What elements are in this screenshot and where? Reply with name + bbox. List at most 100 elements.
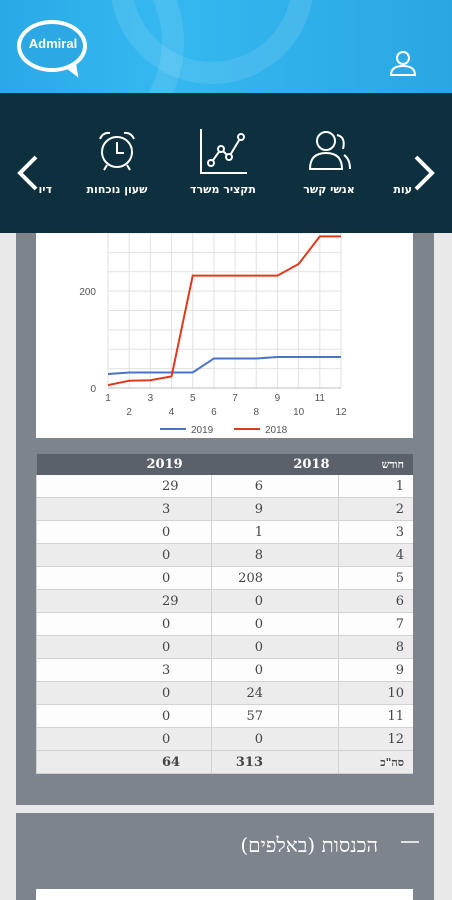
cell-month: 2: [338, 497, 413, 521]
contacts-icon: [308, 131, 351, 170]
cell-month: 6: [338, 589, 413, 613]
cell-2019: 3: [35, 658, 212, 682]
cell-month: 9: [338, 658, 413, 682]
cell-month: 10: [338, 681, 413, 705]
table-header-row: 2019 2018 חודש: [36, 454, 413, 475]
table-row: 29 6 1: [35, 475, 413, 498]
x-tick-label: 3: [148, 393, 154, 404]
chevron-right-icon[interactable]: [408, 153, 438, 193]
table-row: 0 0 12: [35, 727, 413, 751]
cell-month: 12: [338, 727, 413, 751]
cell-2019: 0: [35, 520, 212, 544]
nav-item-label: שעון נוכחות: [86, 183, 148, 196]
minus-icon[interactable]: [401, 841, 419, 843]
total-2019: 64: [35, 750, 212, 774]
chart-card: 0 200 1 3 5 7 9 11 2 4 6 8 10 12 2019 2018: [36, 232, 413, 438]
cell-2018: 0: [211, 612, 339, 636]
line-chart-icon: [200, 129, 247, 174]
income-title: הכנסות (באלפים): [240, 833, 378, 857]
x-tick-label: 2: [126, 407, 132, 418]
cell-2019: 29: [35, 589, 212, 613]
cell-2019: 0: [35, 635, 212, 659]
nav-item-office-summary[interactable]: תקציר משרד: [178, 127, 268, 227]
cell-2019: 3: [35, 497, 212, 521]
cell-month: 7: [338, 612, 413, 636]
cell-2018: 0: [211, 635, 339, 659]
income-header[interactable]: הכנסות (באלפים): [16, 813, 434, 875]
cell-2018: 0: [211, 589, 339, 613]
cell-2019: 0: [35, 727, 212, 751]
cell-2019: 0: [35, 543, 212, 567]
x-tick-label: 9: [275, 393, 281, 404]
cell-2018: 0: [211, 727, 339, 751]
x-tick-label: 1: [105, 393, 111, 404]
cell-month: 4: [338, 543, 413, 567]
cell-2019: 0: [35, 704, 212, 728]
cell-2018: 1: [211, 520, 339, 544]
cell-2018: 208: [211, 566, 339, 590]
col-2018-header[interactable]: 2018: [211, 454, 339, 475]
table-row: 0 57 11: [35, 704, 413, 728]
cell-month: 5: [338, 566, 413, 590]
x-tick-label: 5: [190, 393, 196, 404]
cell-2018: 0: [211, 658, 339, 682]
cell-2018: 8: [211, 543, 339, 567]
total-2018: 313: [211, 750, 339, 774]
nav-item-label: עות: [393, 183, 412, 196]
x-tick-label: 12: [335, 407, 347, 418]
chevron-left-icon[interactable]: [14, 153, 44, 193]
table-row: 0 208 5: [35, 566, 413, 590]
cell-2019: 0: [35, 681, 212, 705]
monthly-table: 2019 2018 חודש 29 6 1 3 9 2 0 1 3 0 8 4 0 208 5 29 0 6 0 0 7…: [35, 454, 413, 774]
logo-text: Admiral: [28, 36, 78, 51]
cell-2018: 24: [211, 681, 339, 705]
y-tick-label: 0: [90, 384, 96, 395]
cell-2019: 0: [35, 566, 212, 590]
x-tick-label: 7: [232, 393, 238, 404]
admiral-logo[interactable]: Admiral: [15, 18, 91, 83]
alarm-clock-icon: [99, 131, 135, 171]
cell-month: 3: [338, 520, 413, 544]
table-total-row: 64 313 סה"כ: [35, 750, 413, 774]
nav-carousel: דיו שעון נוכחות תקציר משרד א: [0, 93, 452, 233]
nav-item-partial-right[interactable]: עות: [384, 127, 424, 227]
cell-2019: 29: [35, 475, 212, 498]
income-content: [36, 889, 413, 900]
x-tick-label: 8: [253, 407, 259, 418]
x-tick-label: 4: [169, 407, 175, 418]
x-tick-label: 11: [315, 393, 326, 404]
table-row: 0 24 10: [35, 681, 413, 705]
cell-2018: 9: [211, 497, 339, 521]
x-tick-label: 10: [293, 407, 305, 418]
col-month-header[interactable]: חודש: [338, 454, 413, 475]
cell-2018: 6: [211, 475, 339, 498]
cell-month: 11: [338, 704, 413, 728]
nav-item-label: דיו: [38, 183, 52, 196]
nav-item-attendance-clock[interactable]: שעון נוכחות: [72, 127, 162, 227]
series-line-2018: [107, 235, 341, 387]
total-label: סה"כ: [338, 750, 413, 774]
app-header: Admiral: [0, 0, 452, 93]
cell-2018: 57: [211, 704, 339, 728]
cell-2019: 0: [35, 612, 212, 636]
nav-item-label: תקציר משרד: [190, 183, 256, 196]
cell-month: 1: [338, 475, 413, 498]
nav-item-contacts[interactable]: אנשי קשר: [284, 127, 374, 227]
table-row: 29 0 6: [35, 589, 413, 613]
cell-month: 8: [338, 635, 413, 659]
line-chart: 0 200 1 3 5 7 9 11 2 4 6 8 10 12 2019 2018: [79, 232, 347, 436]
legend-label-2018: 2018: [265, 425, 288, 436]
series-line-2019: [107, 356, 341, 375]
user-icon[interactable]: [388, 48, 418, 78]
col-2019-header[interactable]: 2019: [36, 454, 212, 475]
legend-label-2019: 2019: [191, 425, 214, 436]
income-panel: הכנסות (באלפים): [16, 813, 434, 900]
x-tick-label: 6: [211, 407, 217, 418]
nav-item-partial-left[interactable]: דיו: [0, 127, 60, 227]
